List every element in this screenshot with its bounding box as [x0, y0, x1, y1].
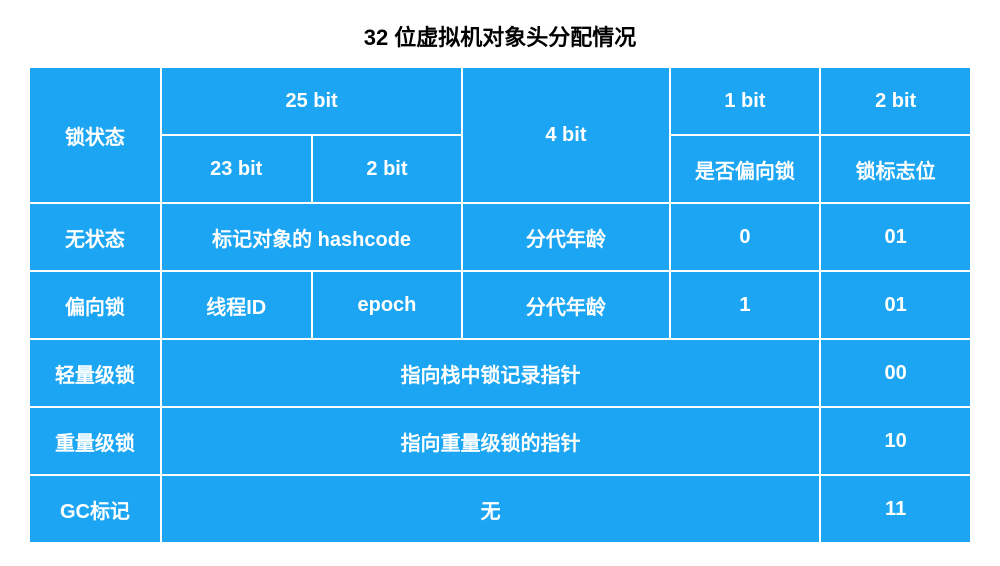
header-2bit: 2 bit — [312, 135, 463, 203]
cell-no-state-label: 无状态 — [29, 203, 161, 271]
cell-biased-age: 分代年龄 — [462, 271, 669, 339]
cell-lightweight-label: 轻量级锁 — [29, 339, 161, 407]
row-heavyweight: 重量级锁 指向重量级锁的指针 10 — [29, 407, 971, 475]
page-title: 32 位虚拟机对象头分配情况 — [28, 20, 972, 52]
header-25bit: 25 bit — [161, 67, 462, 135]
header-1bit: 1 bit — [670, 67, 821, 135]
cell-gc-pointer: 无 — [161, 475, 820, 543]
cell-no-state-age: 分代年龄 — [462, 203, 669, 271]
header-2bit-flag: 2 bit — [820, 67, 971, 135]
cell-heavyweight-flag: 10 — [820, 407, 971, 475]
cell-biased-bias: 1 — [670, 271, 821, 339]
row-biased: 偏向锁 线程ID epoch 分代年龄 1 01 — [29, 271, 971, 339]
cell-biased-flag: 01 — [820, 271, 971, 339]
cell-gc-flag: 11 — [820, 475, 971, 543]
cell-lightweight-flag: 00 — [820, 339, 971, 407]
header-4bit: 4 bit — [462, 67, 669, 203]
cell-no-state-flag: 01 — [820, 203, 971, 271]
cell-biased-thread-id: 线程ID — [161, 271, 312, 339]
header-lock-state: 锁状态 — [29, 67, 161, 203]
cell-no-state-bias: 0 — [670, 203, 821, 271]
object-header-table: 锁状态 25 bit 4 bit 1 bit 2 bit 23 bit 2 bi… — [28, 66, 972, 544]
row-no-state: 无状态 标记对象的 hashcode 分代年龄 0 01 — [29, 203, 971, 271]
row-lightweight: 轻量级锁 指向栈中锁记录指针 00 — [29, 339, 971, 407]
row-gc: GC标记 无 11 — [29, 475, 971, 543]
cell-biased-label: 偏向锁 — [29, 271, 161, 339]
header-lock-flag: 锁标志位 — [820, 135, 971, 203]
header-row-1: 锁状态 25 bit 4 bit 1 bit 2 bit — [29, 67, 971, 135]
header-bias-lock: 是否偏向锁 — [670, 135, 821, 203]
cell-heavyweight-pointer: 指向重量级锁的指针 — [161, 407, 820, 475]
cell-no-state-hashcode: 标记对象的 hashcode — [161, 203, 462, 271]
cell-heavyweight-label: 重量级锁 — [29, 407, 161, 475]
cell-biased-epoch: epoch — [312, 271, 463, 339]
cell-lightweight-pointer: 指向栈中锁记录指针 — [161, 339, 820, 407]
header-23bit: 23 bit — [161, 135, 312, 203]
cell-gc-label: GC标记 — [29, 475, 161, 543]
